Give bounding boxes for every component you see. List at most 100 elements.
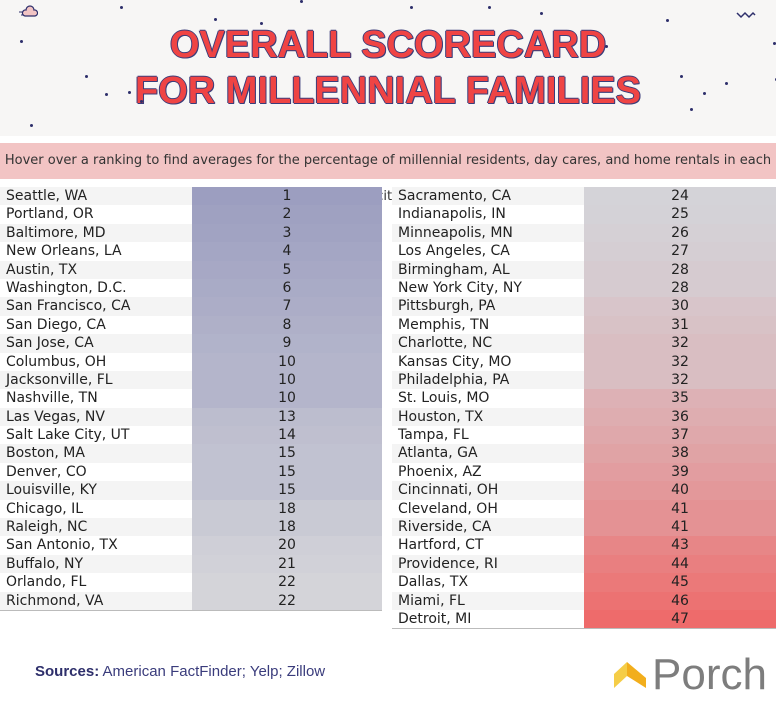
table-row[interactable]: Dallas, TX 45	[392, 573, 776, 592]
rank-cell[interactable]: 35	[584, 389, 776, 408]
table-row[interactable]: Las Vegas, NV 13	[0, 407, 382, 427]
table-row[interactable]: Tampa, FL 37	[392, 426, 776, 445]
rank-cell[interactable]: 28	[584, 278, 776, 298]
rank-cell[interactable]: 25	[584, 205, 776, 224]
rank-cell[interactable]: 15	[192, 462, 382, 482]
sources-label: Sources:	[35, 663, 100, 680]
rank-cell[interactable]: 15	[192, 444, 382, 463]
star-decoration	[605, 45, 608, 48]
rank-cell[interactable]: 24	[584, 187, 776, 206]
rank-cell[interactable]: 5	[192, 260, 382, 279]
table-row[interactable]: Buffalo, NY 21	[0, 554, 382, 574]
table-row[interactable]: Nashville, TN 10	[0, 389, 382, 408]
rank-cell[interactable]: 32	[584, 352, 776, 371]
table-row[interactable]: Chicago, IL 18	[0, 499, 382, 519]
table-row[interactable]: Denver, CO 15	[0, 462, 382, 482]
table-row[interactable]: Houston, TX 36	[392, 407, 776, 427]
table-row[interactable]: Miami, FL 46	[392, 591, 776, 610]
table-row[interactable]: Hartford, CT 43	[392, 536, 776, 555]
city-name: Tampa, FL	[392, 426, 584, 445]
rank-cell[interactable]: 27	[584, 242, 776, 261]
rank-cell[interactable]: 7	[192, 297, 382, 316]
rank-cell[interactable]: 46	[584, 591, 776, 610]
table-row[interactable]: Detroit, MI 47	[392, 609, 776, 629]
table-row[interactable]: Orlando, FL 22	[0, 573, 382, 592]
rank-cell[interactable]: 38	[584, 444, 776, 463]
rank-cell[interactable]: 30	[584, 297, 776, 316]
table-row[interactable]: Atlanta, GA 38	[392, 444, 776, 463]
table-row[interactable]: San Diego, CA 8	[0, 315, 382, 335]
rank-cell[interactable]: 15	[192, 481, 382, 500]
rank-cell[interactable]: 4	[192, 242, 382, 261]
rank-cell[interactable]: 10	[192, 352, 382, 371]
table-row[interactable]: Raleigh, NC 18	[0, 518, 382, 537]
rank-cell[interactable]: 45	[584, 573, 776, 592]
table-row[interactable]: Riverside, CA 41	[392, 518, 776, 537]
table-row[interactable]: Philadelphia, PA 32	[392, 370, 776, 390]
rank-cell[interactable]: 39	[584, 462, 776, 482]
table-row[interactable]: St. Louis, MO 35	[392, 389, 776, 408]
rank-cell[interactable]: 47	[584, 609, 776, 629]
rank-cell[interactable]: 43	[584, 536, 776, 555]
table-row[interactable]: New York City, NY 28	[392, 278, 776, 298]
rank-cell[interactable]: 9	[192, 334, 382, 353]
rank-cell[interactable]: 18	[192, 518, 382, 537]
city-name: Dallas, TX	[392, 573, 584, 592]
rank-cell[interactable]: 36	[584, 407, 776, 427]
rank-cell[interactable]: 40	[584, 481, 776, 500]
table-row[interactable]: San Jose, CA 9	[0, 334, 382, 353]
table-row[interactable]: Louisville, KY 15	[0, 481, 382, 500]
table-row[interactable]: Los Angeles, CA 27	[392, 242, 776, 261]
table-row[interactable]: Cincinnati, OH 40	[392, 481, 776, 500]
rank-cell[interactable]: 32	[584, 334, 776, 353]
rank-cell[interactable]: 1	[192, 187, 382, 206]
rank-cell[interactable]: 32	[584, 370, 776, 390]
table-row[interactable]: Sacramento, CA 24	[392, 187, 776, 206]
table-row[interactable]: Washington, D.C. 6	[0, 278, 382, 298]
rank-cell[interactable]: 26	[584, 223, 776, 243]
table-row[interactable]: Memphis, TN 31	[392, 315, 776, 335]
table-row[interactable]: Portland, OR 2	[0, 205, 382, 224]
rank-cell[interactable]: 21	[192, 554, 382, 574]
rank-cell[interactable]: 22	[192, 591, 382, 610]
rank-cell[interactable]: 10	[192, 389, 382, 408]
rank-cell[interactable]: 41	[584, 518, 776, 537]
table-row[interactable]: Baltimore, MD 3	[0, 223, 382, 243]
table-row[interactable]: Cleveland, OH 41	[392, 499, 776, 519]
city-name: Detroit, MI	[392, 609, 584, 629]
table-row[interactable]: Pittsburgh, PA 30	[392, 297, 776, 316]
rank-cell[interactable]: 10	[192, 370, 382, 390]
rank-cell[interactable]: 20	[192, 536, 382, 555]
table-row[interactable]: Charlotte, NC 32	[392, 334, 776, 353]
rank-cell[interactable]: 2	[192, 205, 382, 224]
city-name: Memphis, TN	[392, 315, 584, 335]
rank-cell[interactable]: 31	[584, 315, 776, 335]
table-row[interactable]: Richmond, VA 22	[0, 591, 382, 610]
rank-cell[interactable]: 18	[192, 499, 382, 519]
table-row[interactable]: Seattle, WA 1	[0, 187, 382, 206]
rank-cell[interactable]: 44	[584, 554, 776, 574]
rank-cell[interactable]: 28	[584, 260, 776, 279]
table-row[interactable]: Birmingham, AL 28	[392, 260, 776, 279]
rank-cell[interactable]: 41	[584, 499, 776, 519]
table-row[interactable]: San Antonio, TX 20	[0, 536, 382, 555]
table-row[interactable]: Providence, RI 44	[392, 554, 776, 574]
table-row[interactable]: San Francisco, CA 7	[0, 297, 382, 316]
table-row[interactable]: Austin, TX 5	[0, 260, 382, 279]
rank-cell[interactable]: 3	[192, 223, 382, 243]
rank-cell[interactable]: 22	[192, 573, 382, 592]
table-row[interactable]: Indianapolis, IN 25	[392, 205, 776, 224]
table-row[interactable]: Boston, MA 15	[0, 444, 382, 463]
table-row[interactable]: Salt Lake City, UT 14	[0, 426, 382, 445]
table-row[interactable]: Minneapolis, MN 26	[392, 223, 776, 243]
rank-cell[interactable]: 13	[192, 407, 382, 427]
table-row[interactable]: Kansas City, MO 32	[392, 352, 776, 371]
table-row[interactable]: New Orleans, LA 4	[0, 242, 382, 261]
rank-cell[interactable]: 6	[192, 278, 382, 298]
table-row[interactable]: Jacksonville, FL 10	[0, 370, 382, 390]
table-row[interactable]: Columbus, OH 10	[0, 352, 382, 371]
rank-cell[interactable]: 8	[192, 315, 382, 335]
table-row[interactable]: Phoenix, AZ 39	[392, 462, 776, 482]
rank-cell[interactable]: 37	[584, 426, 776, 445]
rank-cell[interactable]: 14	[192, 426, 382, 445]
